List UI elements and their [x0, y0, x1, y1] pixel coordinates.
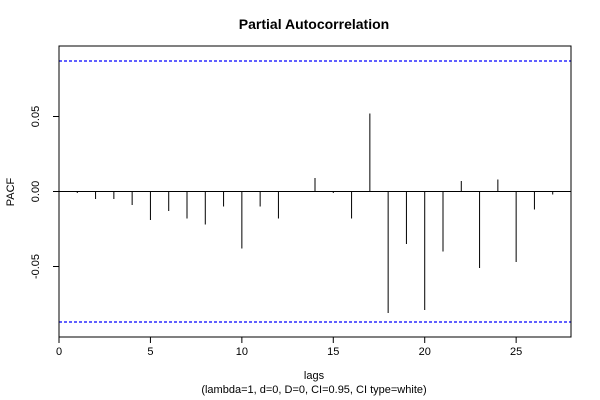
y-tick-label: 0.05: [30, 106, 42, 127]
x-tick-label: 10: [236, 346, 248, 358]
x-tick-label: 5: [147, 346, 153, 358]
x-tick-label: 0: [56, 346, 62, 358]
x-tick-label: 15: [327, 346, 339, 358]
y-axis-label: PACF: [5, 177, 17, 206]
y-axis: -0.05 0.00 0.05: [30, 106, 60, 279]
confidence-interval-lines: [59, 60, 571, 323]
x-axis: 0 5 10 15 20 25: [56, 336, 522, 358]
chart-title: Partial Autocorrelation: [239, 16, 389, 32]
y-tick-label: 0.00: [30, 181, 42, 202]
x-tick-label: 20: [419, 346, 431, 358]
x-axis-label: lags: [304, 370, 325, 382]
y-tick-label: -0.05: [30, 254, 42, 279]
x-tick-label: 25: [510, 346, 522, 358]
chart-subtitle: (lambda=1, d=0, D=0, CI=0.95, CI type=wh…: [201, 384, 426, 396]
pacf-bars: [76, 113, 554, 313]
